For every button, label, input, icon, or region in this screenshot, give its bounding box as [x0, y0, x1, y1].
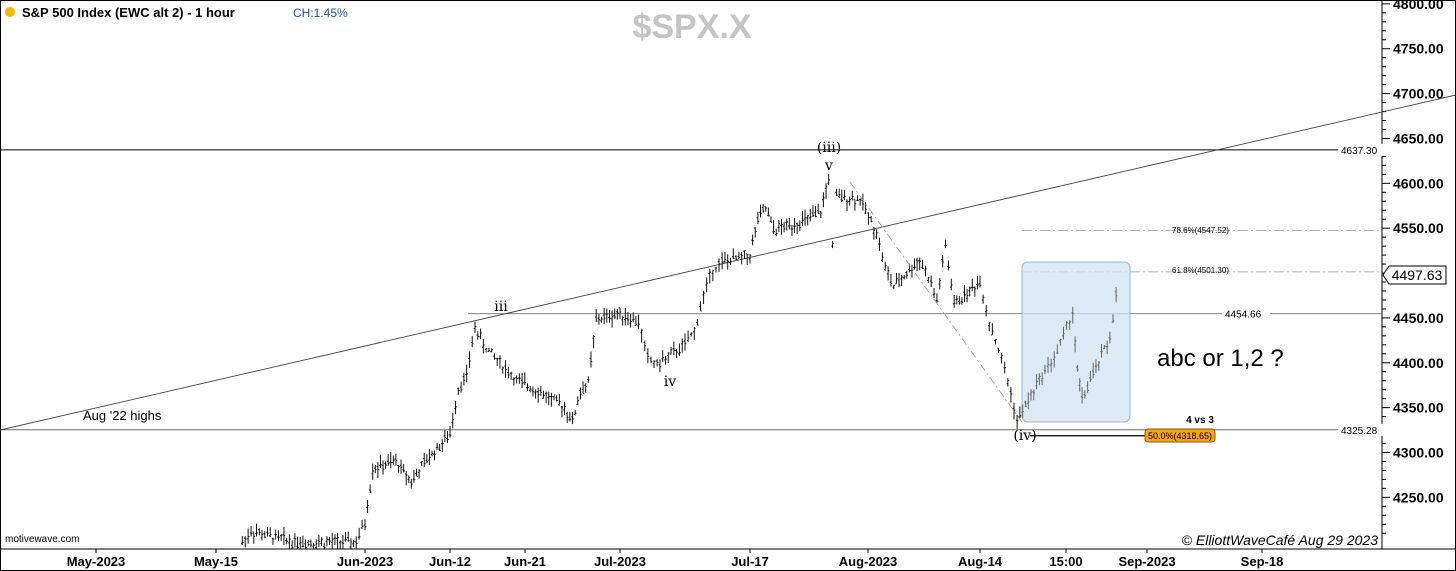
time-tick-label: Jun-12 [429, 554, 471, 569]
time-tick-label: Aug-2023 [839, 554, 898, 569]
time-tick-label: Sep-18 [1241, 554, 1284, 569]
wave-guides [849, 181, 1025, 426]
annotation-4-vs-3: 4 vs 3 [1186, 415, 1214, 426]
time-tick-label: Sep-2023 [1118, 554, 1175, 569]
annotation-abc-or-12: abc or 1,2 ? [1157, 345, 1284, 372]
time-tick-label: May-2023 [67, 554, 126, 569]
wave-label-paren-iv: (iv) [1013, 428, 1036, 444]
price-tick-label: 4800.00 [1393, 0, 1444, 12]
source-label: motivewave.com [5, 534, 79, 545]
price-tick-label: 4300.00 [1393, 444, 1444, 460]
price-tick-label: 4750.00 [1393, 41, 1444, 57]
annotation-aug-22-highs: Aug '22 highs [83, 408, 162, 423]
symbol-watermark: $SPX.X [632, 8, 751, 46]
level-label-bg [1338, 143, 1386, 156]
price-tick-label: 4600.00 [1393, 175, 1444, 191]
time-tick-label: Aug-14 [958, 554, 1003, 569]
fib-50-highlight [1144, 428, 1216, 443]
time-tick-label: May-15 [194, 554, 238, 569]
fib-786-label: 78.6%(4547.52) [1172, 226, 1229, 235]
price-tick-label: 4550.00 [1393, 220, 1444, 236]
price-tick-label: 4650.00 [1393, 130, 1444, 146]
time-axis: May-2023 May-15 Jun-2023 Jun-12 Jun-21 Jul-20… [67, 549, 1284, 569]
level-label-bg [1222, 307, 1270, 320]
price-tick-label: 4700.00 [1393, 86, 1444, 102]
level-label-bg [1338, 423, 1386, 436]
price-tick-label: 4350.00 [1393, 400, 1444, 416]
wave-guide-down [849, 181, 1025, 426]
time-tick-label: Jun-2023 [337, 554, 393, 569]
price-tick-label: 4400.00 [1393, 355, 1444, 371]
copyright-label: © ElliottWaveCafé Aug 29 2023 [1182, 532, 1379, 548]
time-tick-label: 15:00 [1049, 554, 1082, 569]
last-price-label: 4497.63 [1392, 267, 1443, 283]
wave-label-v: v [824, 158, 833, 174]
time-tick-label: Jun-21 [504, 554, 546, 569]
level-label: 4325.28 [1341, 426, 1378, 437]
fib-50-label: 50.0%(4318.65) [1148, 431, 1212, 441]
chart-title: S&P 500 Index (EWC alt 2) - 1 hour [22, 5, 235, 20]
price-tick-label: 4250.00 [1393, 489, 1444, 505]
wave-label-paren-iii: (iii) [817, 140, 841, 156]
status-dot-icon [5, 7, 15, 17]
target-zone-box [1021, 261, 1131, 423]
wave-label-iv: iv [664, 374, 676, 390]
level-label: 4454.66 [1225, 310, 1262, 321]
fib-618-label: 61.8%(4501.30) [1172, 266, 1229, 275]
price-tick-label: 4450.00 [1393, 310, 1444, 326]
time-tick-label: Jul-17 [731, 554, 769, 569]
level-label: 4637.30 [1341, 146, 1378, 157]
change-readout: CH:1.45% [293, 6, 348, 20]
wave-label-iii: iii [494, 299, 508, 315]
time-tick-label: Jul-2023 [594, 554, 646, 569]
price-bars [240, 174, 1118, 549]
last-price-tag: 4497.63 [1382, 265, 1447, 285]
